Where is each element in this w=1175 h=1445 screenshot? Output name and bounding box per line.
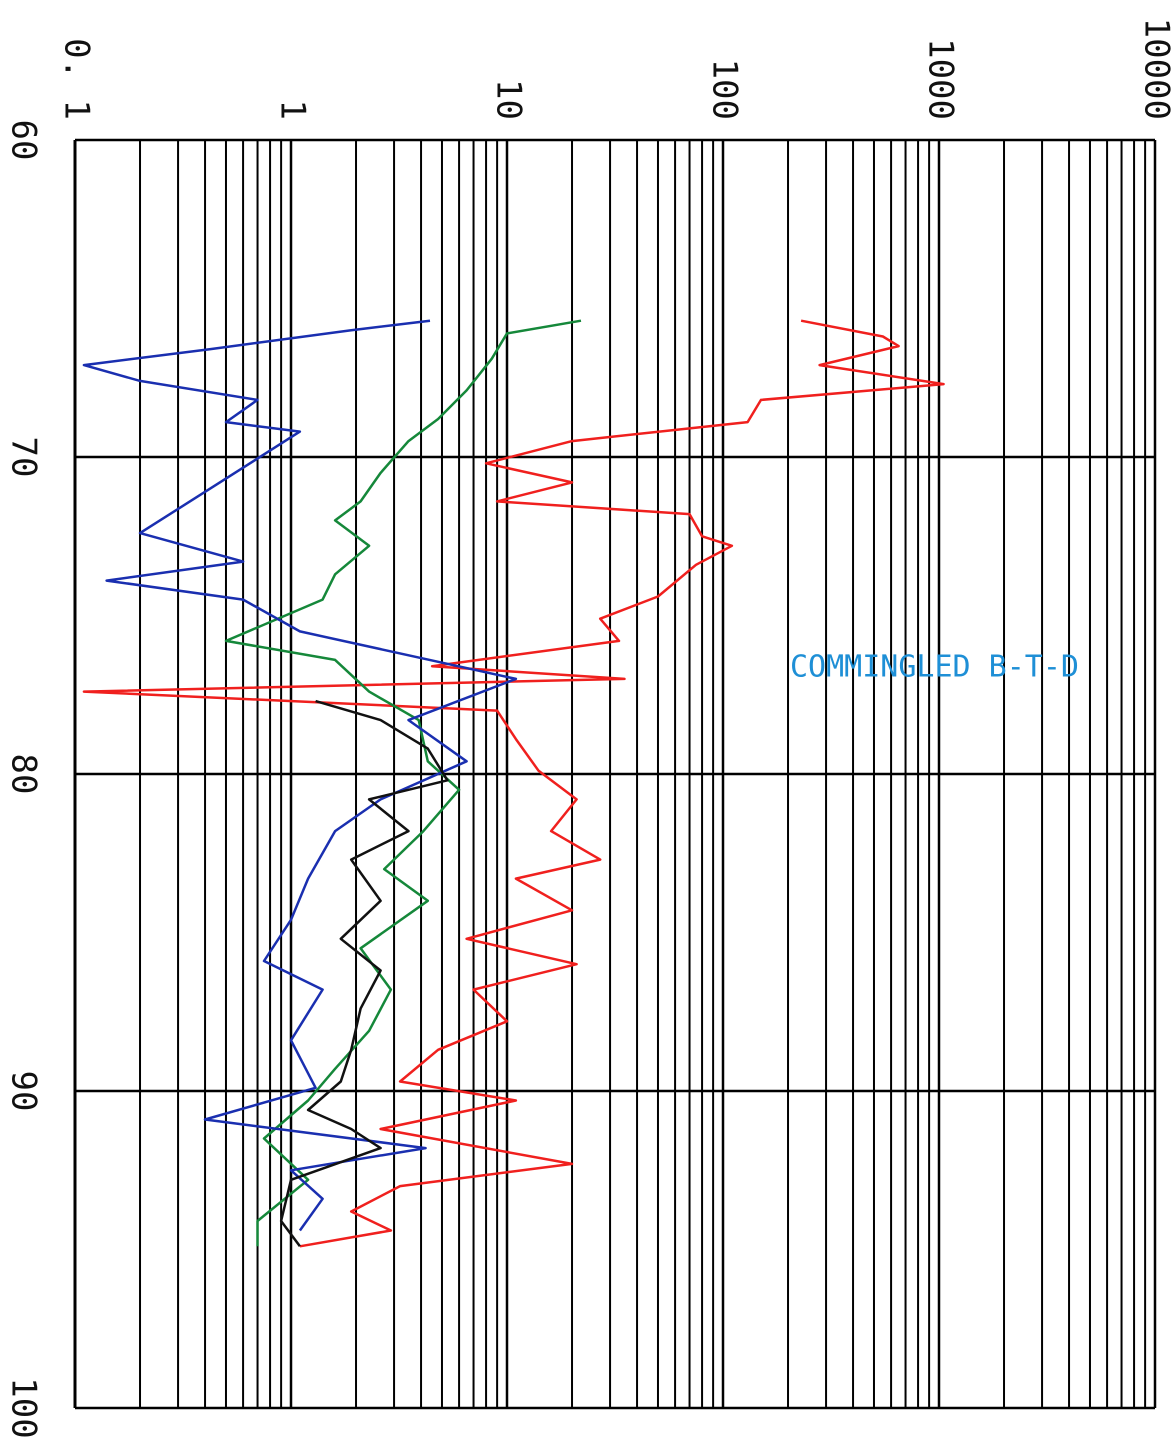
x-tick-label: 80 [4,754,44,795]
data-line [279,699,449,1248]
x-tick-label: 60 [4,120,44,161]
data-line [82,319,518,1232]
y-tick-label: 10000 [1137,18,1175,120]
y-tick-label: 10 [489,79,529,120]
data-line [82,319,945,1248]
data-line [224,319,582,1247]
x-tick-label: 90 [4,1071,44,1112]
x-tick-label: 100 [4,1377,44,1438]
y-tick-label: 0. 1 [57,38,97,120]
y-tick-label: 1 [273,100,313,120]
annotation: COMMINGLED B-T-D [790,650,1079,685]
y-tick-label: 100 [705,59,745,120]
x-tick-label: 70 [4,437,44,478]
y-tick-label: 1000 [921,38,961,120]
